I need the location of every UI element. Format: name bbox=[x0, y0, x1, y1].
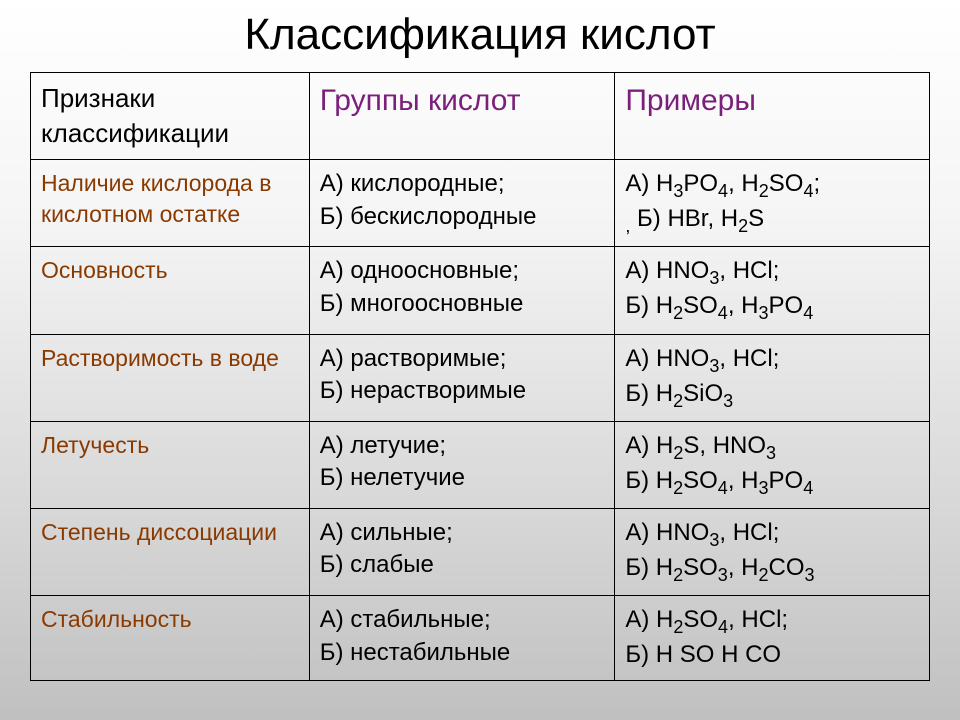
groups-cell: А) кислородные;Б) бескислородные bbox=[309, 160, 615, 247]
header-examples: Примеры bbox=[615, 73, 930, 160]
feature-cell: Стабильность bbox=[31, 596, 310, 680]
groups-cell: А) стабильные;Б) нестабильные bbox=[309, 596, 615, 680]
table-row: Растворимость в водеА) растворимые;Б) не… bbox=[31, 334, 930, 421]
table-row: СтабильностьА) стабильные;Б) нестабильны… bbox=[31, 596, 930, 680]
examples-cell: А) HNO3, HCl;Б) H2SiO3 bbox=[615, 334, 930, 421]
table-row: Степень диссоциацииА) сильные;Б) слабыеА… bbox=[31, 508, 930, 595]
table-row: ЛетучестьА) летучие;Б) нелетучиеА) H2S, … bbox=[31, 421, 930, 508]
feature-cell: Растворимость в воде bbox=[31, 334, 310, 421]
classification-table: Признаки классификации Группы кислот При… bbox=[30, 72, 930, 681]
groups-cell: А) одноосновные;Б) многоосновные bbox=[309, 247, 615, 334]
examples-cell: А) H2S, HNO3Б) H2SO4, H3PO4 bbox=[615, 421, 930, 508]
feature-cell: Степень диссоциации bbox=[31, 508, 310, 595]
groups-cell: А) растворимые;Б) нерастворимые bbox=[309, 334, 615, 421]
feature-cell: Основность bbox=[31, 247, 310, 334]
table-header-row: Признаки классификации Группы кислот При… bbox=[31, 73, 930, 160]
table-row: ОсновностьА) одноосновные;Б) многоосновн… bbox=[31, 247, 930, 334]
feature-cell: Летучесть bbox=[31, 421, 310, 508]
examples-cell: А) HNO3, HCl;Б) H2SO3, H2CO3 bbox=[615, 508, 930, 595]
groups-cell: А) сильные;Б) слабые bbox=[309, 508, 615, 595]
header-feature: Признаки классификации bbox=[31, 73, 310, 160]
page-title: Классификация кислот bbox=[30, 10, 930, 60]
examples-cell: А) H3PO4, H2SO4;, Б) HBr, H2S bbox=[615, 160, 930, 247]
table-row: Наличие кислорода в кислотном остаткеА) … bbox=[31, 160, 930, 247]
feature-cell: Наличие кислорода в кислотном остатке bbox=[31, 160, 310, 247]
examples-cell: А) HNO3, HCl;Б) H2SO4, H3PO4 bbox=[615, 247, 930, 334]
groups-cell: А) летучие;Б) нелетучие bbox=[309, 421, 615, 508]
header-groups: Группы кислот bbox=[309, 73, 615, 160]
examples-cell: А) H2SO4, HCl;Б) H SO H CO bbox=[615, 596, 930, 680]
